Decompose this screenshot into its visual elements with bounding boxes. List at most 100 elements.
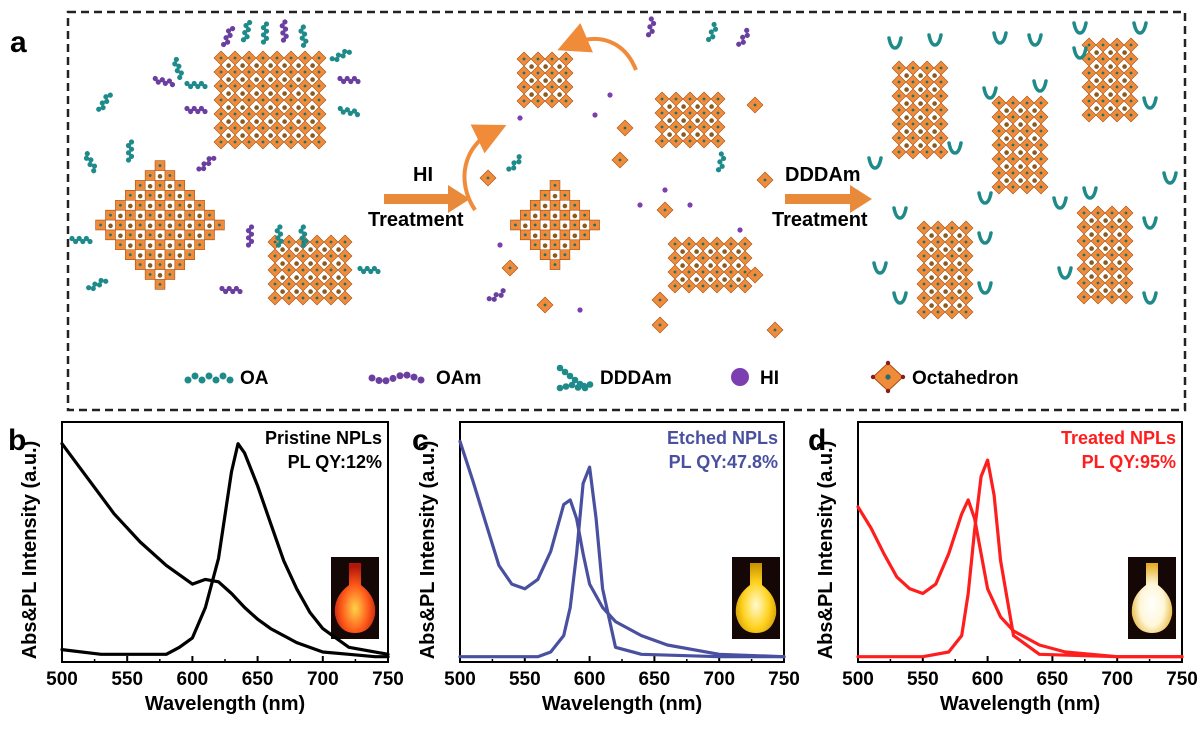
x-tick-label: 750 — [1166, 669, 1198, 690]
y-axis-title: Abs&PL Intensity (a.u.) — [417, 441, 439, 660]
free-octahedron — [651, 291, 669, 309]
y-axis-title: Abs&PL Intensity (a.u.) — [815, 441, 837, 660]
panel-d-spectrum: d 500 550 600 650 700 750 Wavelength (nm) Abs&P… — [808, 421, 1198, 715]
dddam-ligand — [1072, 21, 1088, 35]
octahedron-icon — [870, 360, 906, 394]
oam-ligand — [279, 19, 289, 43]
x-axis-title: Wavelength (nm) — [145, 693, 305, 715]
hi-molecule-icon — [731, 368, 749, 386]
dddam-ligand — [1142, 291, 1158, 305]
hi-molecule — [737, 227, 743, 233]
etching-curve-arrow-right — [557, 22, 638, 71]
oa-ligand — [172, 56, 184, 81]
x-tick-label: 700 — [1101, 669, 1133, 690]
free-octahedron — [501, 259, 519, 277]
oa-ligand — [298, 224, 309, 248]
oam-ligand — [736, 27, 750, 47]
pl-emission-curve — [458, 465, 786, 659]
oam-ligand — [486, 288, 506, 302]
oa-ligand — [715, 151, 727, 173]
treated-nanoplatelet — [891, 60, 949, 160]
oam-ligand — [152, 75, 176, 88]
absorption-curve — [856, 498, 1184, 659]
dddam-ligand — [1142, 96, 1158, 110]
hi-molecule — [607, 92, 613, 98]
dddam-ligand — [1072, 46, 1088, 60]
free-octahedron — [536, 296, 554, 314]
panel-d-label: d — [808, 424, 826, 457]
etched-fragment — [516, 51, 574, 109]
vial-photo-inset — [732, 557, 780, 639]
free-octahedron — [766, 321, 784, 339]
oam-ligand — [245, 224, 255, 248]
dddam-ligand — [1082, 186, 1098, 200]
dddam-ligand — [992, 31, 1008, 45]
x-tick-label: 500 — [46, 669, 78, 690]
legend-dddam-label: DDDAm — [600, 368, 672, 389]
panel-c-spectrum: c 500 550 600 650 700 750 Wavelength (nm) Abs&P… — [412, 421, 800, 715]
oam-ligand-icon — [368, 371, 425, 385]
y-axis-title: Abs&PL Intensity (a.u.) — [19, 441, 41, 660]
dddam-ligand-icon — [556, 364, 594, 392]
etched-fragment — [654, 91, 726, 149]
vial-photo-inset — [331, 557, 379, 639]
pl-emission-curve — [60, 442, 390, 656]
oam-ligand — [645, 16, 657, 38]
oam-ligand — [219, 285, 243, 295]
dddam-ligand — [867, 156, 883, 170]
x-tick-label: 600 — [972, 669, 1004, 690]
oa-ligand — [329, 48, 352, 63]
hi-step-label: HI — [413, 164, 433, 186]
legend-octahedron-label: Octahedron — [912, 368, 1019, 389]
oam-ligand — [337, 75, 361, 85]
free-octahedron — [656, 201, 674, 219]
legend-hi-label: HI — [760, 368, 779, 389]
sample-name-annotation: Pristine NPLs — [265, 428, 382, 448]
oa-ligand — [69, 235, 93, 245]
etched-fragment — [510, 180, 600, 270]
treated-nanoplatelet — [1081, 37, 1139, 123]
panel-a-dashed-frame — [66, 10, 1187, 412]
oa-ligand — [184, 80, 208, 90]
x-tick-label: 650 — [1037, 669, 1069, 690]
dddam-ligand — [1132, 21, 1148, 35]
dddam-step-label: DDDAm — [785, 164, 861, 186]
free-octahedron — [746, 266, 764, 284]
oa-ligand — [96, 92, 113, 112]
oam-ligand — [184, 105, 208, 115]
x-tick-label: 500 — [444, 669, 476, 690]
x-tick-label: 650 — [242, 669, 274, 690]
x-axis-title: Wavelength (nm) — [542, 693, 702, 715]
dddam-ligand — [977, 231, 993, 245]
oa-ligand-icon — [184, 372, 234, 384]
pristine-nanoplatelet — [95, 160, 225, 290]
dddam-ligand — [887, 36, 903, 50]
legend-oa-label: OA — [240, 368, 269, 389]
dddam-treatment-label: Treatment — [772, 209, 868, 231]
sample-name-annotation: Etched NPLs — [667, 428, 778, 448]
hi-treatment-arrow — [384, 185, 470, 213]
dddam-ligand — [1027, 33, 1043, 47]
free-octahedron — [611, 151, 629, 169]
dddam-ligand — [977, 191, 993, 205]
hi-molecule — [662, 187, 668, 193]
pl-qy-annotation: PL QY:47.8% — [669, 452, 778, 472]
oa-ligand — [506, 154, 522, 172]
dddam-ligand — [892, 291, 908, 305]
x-tick-label: 700 — [307, 669, 339, 690]
dddam-ligand — [1032, 79, 1048, 93]
nanoplatelet-schematic — [69, 16, 1178, 339]
etched-fragment — [667, 236, 753, 294]
hi-molecule — [687, 202, 693, 208]
x-tick-label: 550 — [509, 669, 541, 690]
etching-curve-arrow-top — [462, 124, 507, 212]
oam-ligand — [196, 155, 217, 172]
oa-ligand — [357, 265, 381, 275]
oa-ligand — [705, 21, 719, 43]
oam-ligand — [220, 25, 236, 48]
dddam-ligand — [1162, 171, 1178, 185]
panel-a: a HI Treatment DDDAm Treatment OA OAm — [10, 10, 1187, 412]
panel-b-label: b — [8, 424, 26, 457]
dddam-ligand — [1142, 216, 1158, 230]
x-tick-label: 550 — [111, 669, 143, 690]
